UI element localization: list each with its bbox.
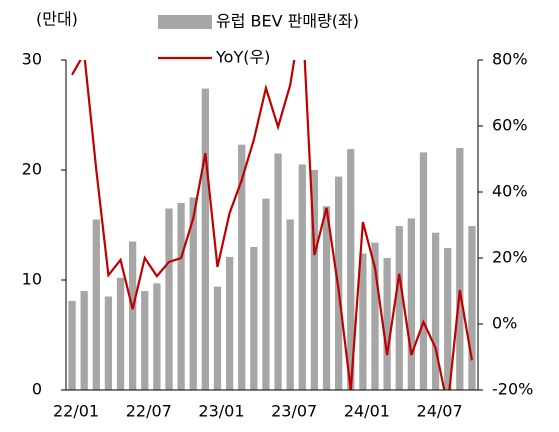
legend-label: 유럽 BEV 판매량(좌)	[216, 12, 359, 31]
legend-label: YoY(우)	[215, 48, 270, 67]
bar	[395, 226, 403, 390]
bar	[213, 286, 222, 390]
y-tick-label: 30	[22, 50, 42, 69]
bar	[80, 291, 88, 390]
unit-label: (만대)	[36, 10, 78, 29]
bar	[153, 283, 161, 390]
bar	[225, 256, 234, 390]
bar	[189, 197, 197, 390]
bar	[250, 247, 258, 390]
y2-tick-label: 20%	[492, 248, 528, 267]
bar	[456, 148, 464, 390]
bar	[298, 164, 306, 390]
x-tick-label: 23/01	[198, 402, 244, 421]
bar	[68, 300, 76, 390]
bar	[116, 277, 125, 390]
bar	[322, 206, 331, 390]
y2-tick-label: 60%	[492, 116, 528, 135]
bar	[359, 253, 367, 390]
yoy-line	[71, 60, 474, 390]
bar	[238, 144, 246, 390]
bar	[371, 242, 379, 390]
y2-tick-label: 0%	[492, 314, 517, 333]
bar	[310, 170, 319, 390]
x-tick-label: 24/01	[344, 402, 390, 421]
bar	[129, 241, 137, 390]
bar	[274, 153, 282, 390]
bar	[444, 248, 452, 390]
bar	[262, 198, 270, 390]
y-tick-label: 0	[32, 380, 42, 399]
bar	[347, 149, 355, 390]
y2-tick-label: 80%	[492, 50, 528, 69]
bar	[383, 258, 391, 390]
x-tick-label: 22/07	[126, 402, 172, 421]
bar	[177, 203, 185, 390]
x-tick-label: 22/01	[53, 402, 99, 421]
bar	[104, 296, 113, 390]
bar	[286, 219, 294, 390]
bar	[431, 232, 440, 390]
y-tick-label: 10	[22, 270, 42, 289]
y-tick-label: 20	[22, 160, 42, 179]
x-tick-label: 23/07	[271, 402, 317, 421]
bar	[92, 219, 100, 390]
bar	[165, 208, 173, 390]
bar	[468, 226, 476, 390]
legend-swatch	[158, 15, 212, 29]
y2-tick-label: -20%	[492, 380, 533, 399]
bar	[141, 291, 149, 390]
x-tick-label: 24/07	[417, 402, 463, 421]
bar	[419, 152, 428, 390]
bar	[407, 218, 415, 390]
bar	[201, 88, 209, 390]
y2-tick-label: 40%	[492, 182, 528, 201]
